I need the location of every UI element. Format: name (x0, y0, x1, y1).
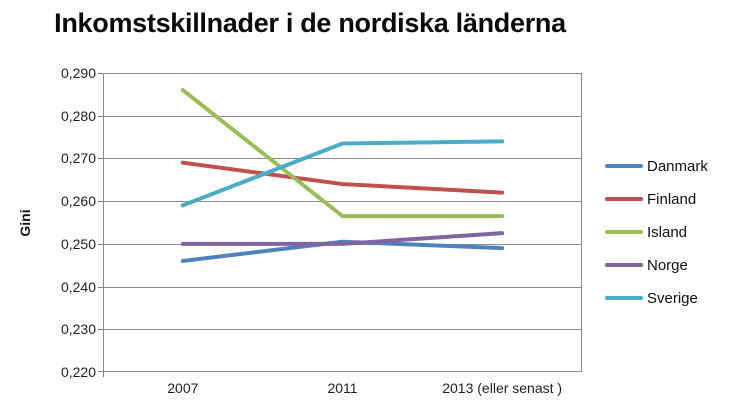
legend-swatch-icon (605, 196, 643, 202)
y-tick-label: 0,250 (60, 235, 96, 252)
legend: Danmark Finland Island Norge Sverige (605, 156, 708, 321)
chart-title: Inkomstskillnader i de nordiska länderna (54, 8, 566, 38)
y-axis-title: Gini (17, 209, 33, 237)
legend-label: Finland (647, 190, 697, 208)
x-tick-label: 2013 (eller senast ) (442, 380, 563, 396)
legend-item-norge: Norge (605, 255, 708, 275)
legend-item-finland: Finland (605, 189, 708, 209)
legend-label: Norge (647, 256, 688, 274)
legend-label: Sverige (647, 289, 698, 307)
y-tick-label: 0,260 (60, 193, 96, 210)
legend-item-sverige: Sverige (605, 288, 708, 308)
series-line-finland (180, 160, 505, 195)
legend-swatch-icon (605, 295, 643, 301)
x-tick-label: 2011 (327, 380, 358, 396)
series-line-sverige (180, 139, 505, 208)
legend-label: Danmark (647, 157, 708, 175)
y-tick-label: 0,240 (60, 278, 96, 295)
series-line-norge (180, 231, 505, 246)
series-line-island (180, 88, 505, 219)
x-tick-label: 2007 (167, 380, 199, 396)
y-tick-label: 0,270 (60, 150, 96, 167)
y-tick-label: 0,230 (60, 321, 96, 338)
legend-swatch-icon (605, 262, 643, 268)
series-line-danmark (180, 239, 505, 263)
legend-item-danmark: Danmark (605, 156, 708, 176)
legend-swatch-icon (605, 229, 643, 235)
legend-swatch-icon (605, 163, 643, 169)
y-tick-label: 0,290 (60, 65, 96, 81)
plot-border (103, 73, 582, 372)
y-tick-label: 0,220 (60, 364, 96, 380)
legend-label: Island (647, 223, 688, 241)
y-tick-label: 0,280 (60, 107, 96, 124)
line-chart-svg (98, 73, 582, 377)
legend-item-island: Island (605, 222, 708, 242)
plot-area (98, 73, 582, 377)
